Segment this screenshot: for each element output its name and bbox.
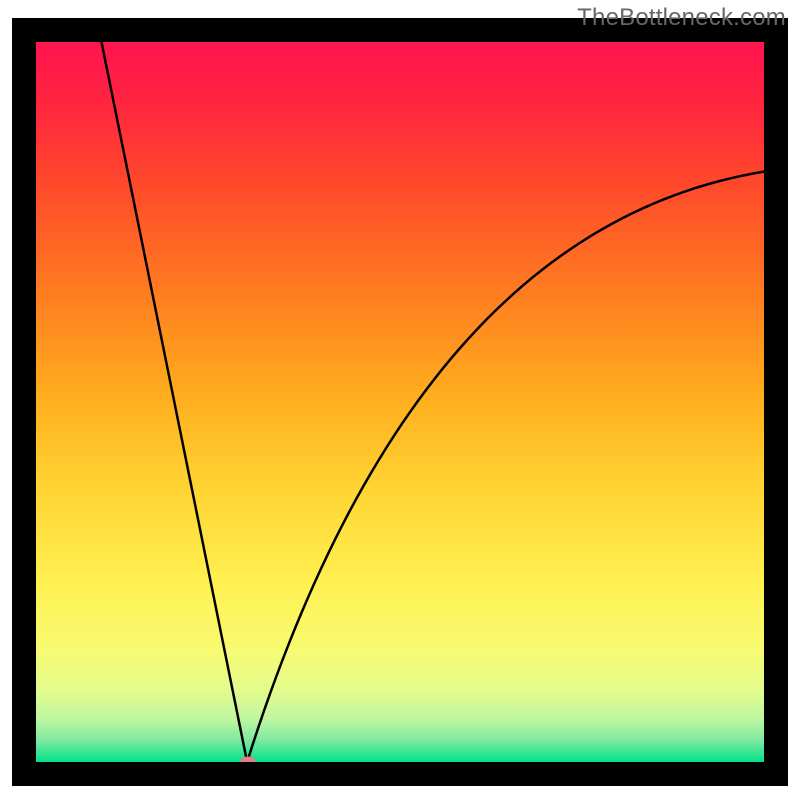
gradient-background	[36, 42, 764, 762]
bottleneck-chart	[0, 0, 800, 800]
chart-container: TheBottleneck.com	[0, 0, 800, 800]
watermark-text: TheBottleneck.com	[577, 4, 786, 32]
